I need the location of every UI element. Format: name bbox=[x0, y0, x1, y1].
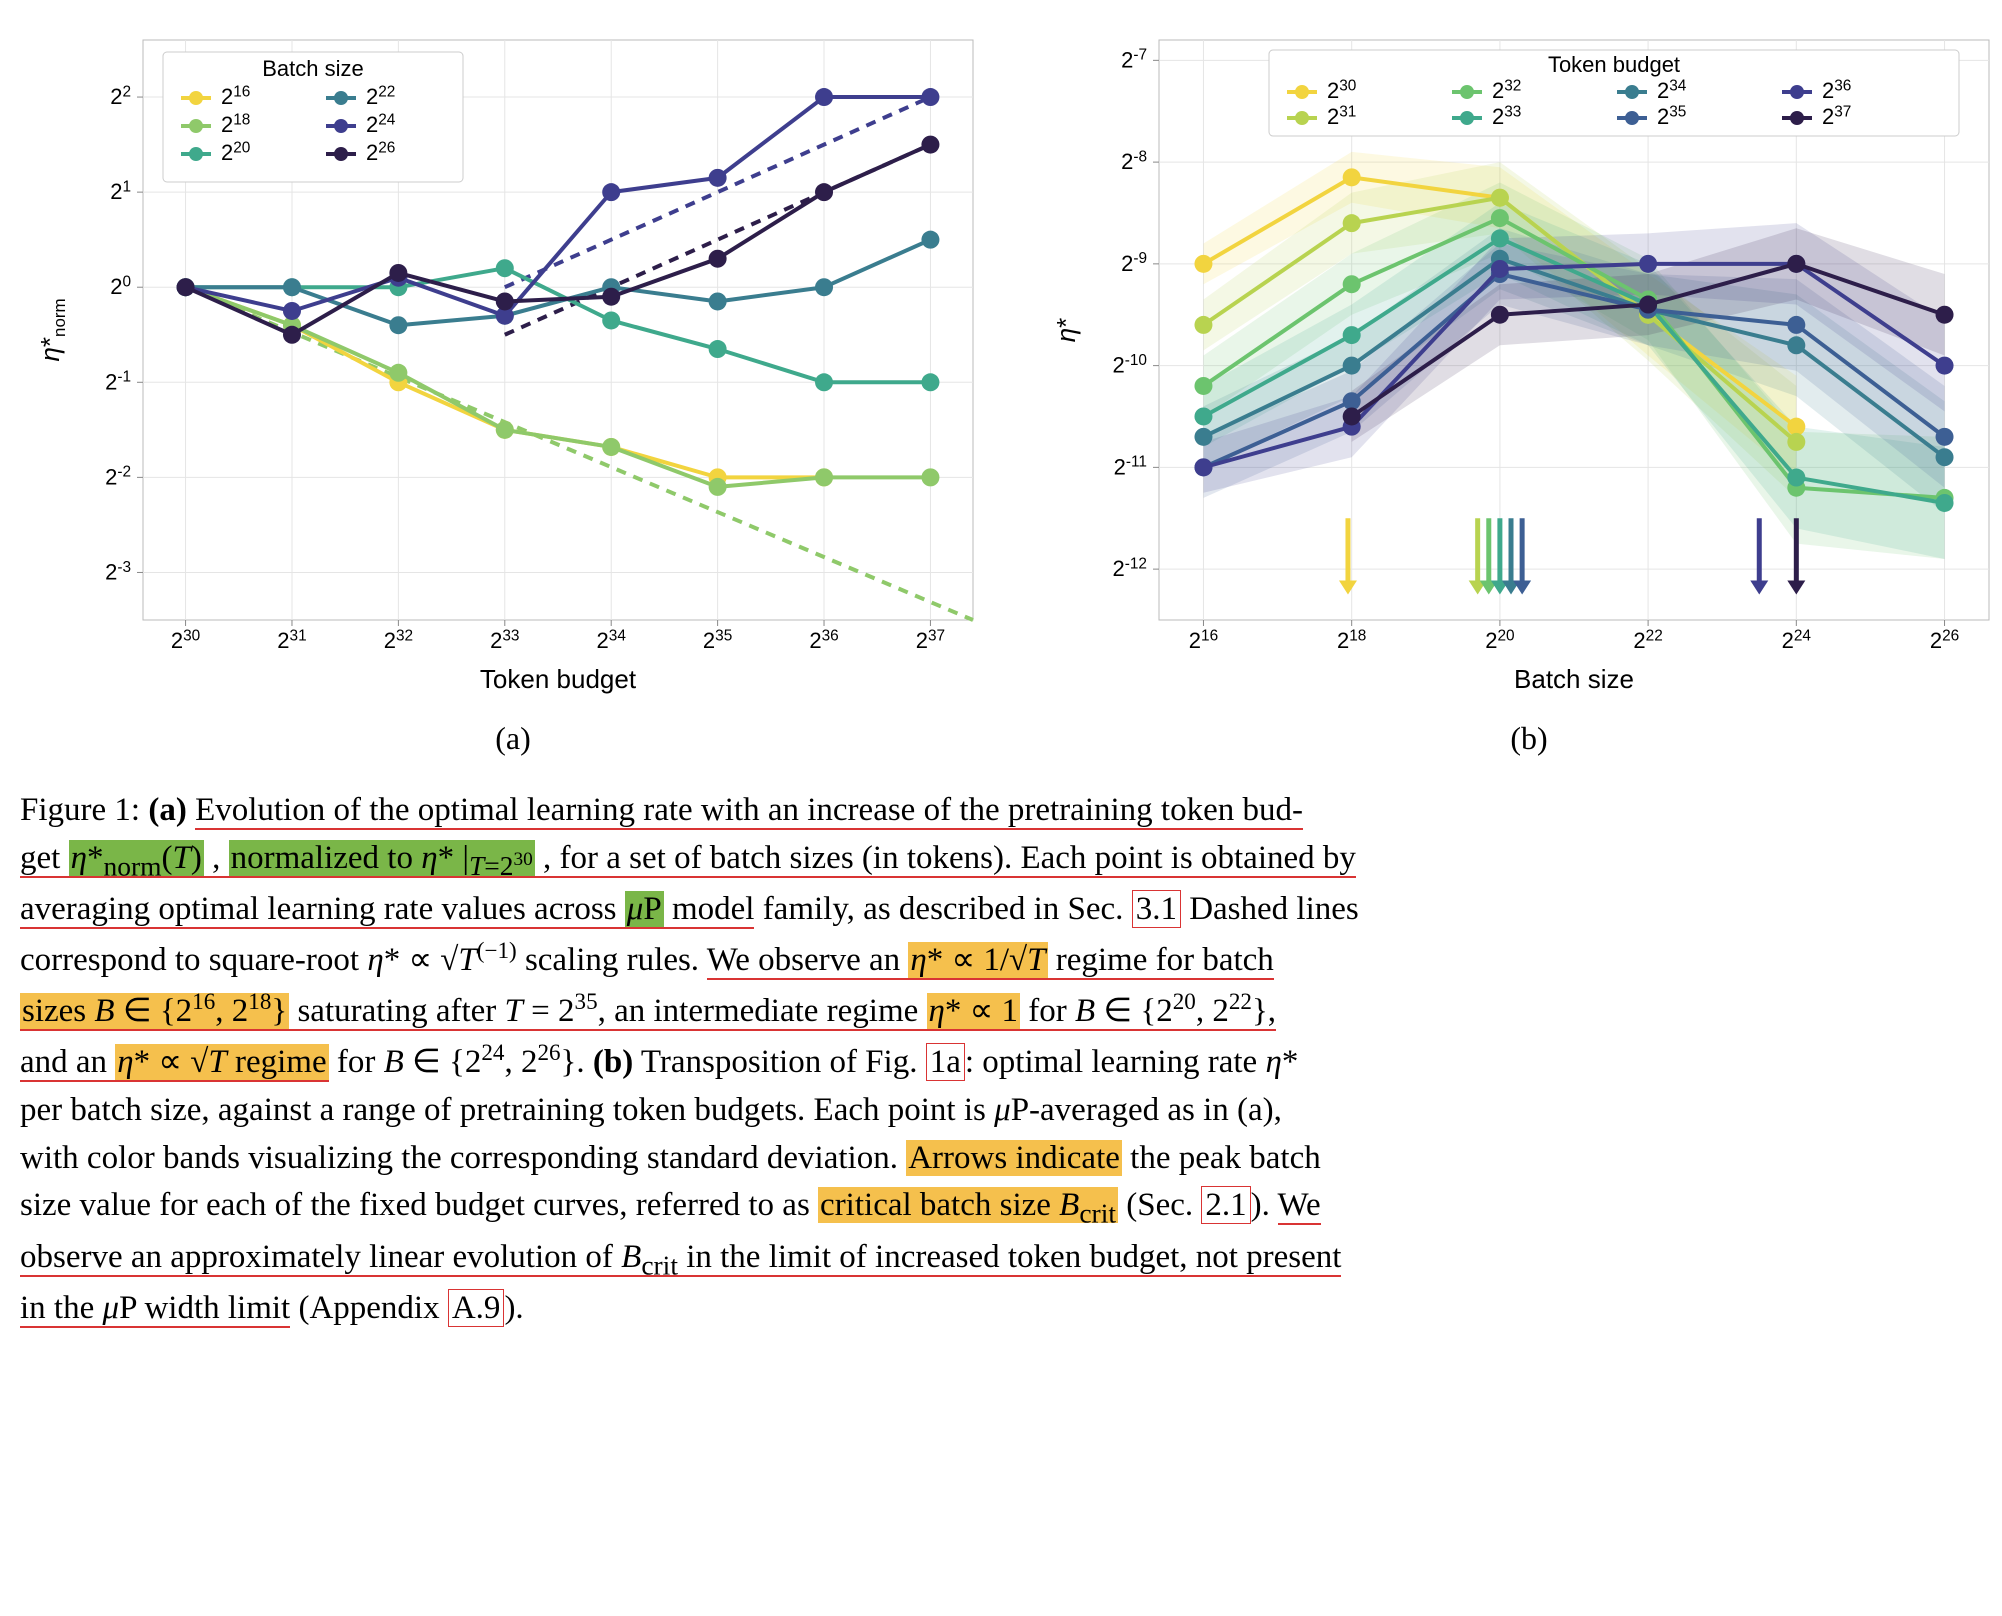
svg-text:2-9: 2-9 bbox=[1121, 250, 1147, 276]
svg-text:216: 216 bbox=[1189, 627, 1218, 653]
svg-text:236: 236 bbox=[809, 627, 838, 653]
caption-line6a: and an η* ∝ √T regime bbox=[20, 1044, 329, 1082]
svg-text:2-7: 2-7 bbox=[1121, 47, 1147, 73]
svg-text:231: 231 bbox=[277, 627, 306, 653]
caption-b-label: (b) bbox=[593, 1044, 633, 1080]
svg-text:Batch size: Batch size bbox=[1514, 664, 1634, 694]
svg-text:218: 218 bbox=[1337, 627, 1366, 653]
chart-a-sublabel: (a) bbox=[495, 720, 531, 757]
chart-a-wrap: 230 231 232 233 234 235 236 237 2-3 2-2 2-1 20 21 22 T… bbox=[20, 20, 1006, 757]
svg-text:Token budget: Token budget bbox=[1548, 52, 1680, 77]
svg-text:237: 237 bbox=[916, 627, 945, 653]
caption-line4b: We observe an η* ∝ 1/√T regime for batch bbox=[707, 942, 1274, 980]
svg-text:232: 232 bbox=[384, 627, 413, 653]
svg-text:2-2: 2-2 bbox=[105, 464, 131, 490]
svg-text:20: 20 bbox=[110, 274, 131, 300]
chart-b-sublabel: (b) bbox=[1510, 720, 1547, 757]
svg-text:2-12: 2-12 bbox=[1113, 555, 1148, 581]
caption-a-label: (a) bbox=[148, 792, 186, 828]
svg-text:235: 235 bbox=[703, 627, 732, 653]
caption-line10: observe an approximately linear evolutio… bbox=[20, 1239, 1341, 1277]
svg-text:2-10: 2-10 bbox=[1113, 352, 1148, 378]
caption-line11: in the μP width limit bbox=[20, 1290, 290, 1328]
svg-text:230: 230 bbox=[171, 627, 200, 653]
svg-text:234: 234 bbox=[597, 627, 627, 653]
ref-app-a9[interactable]: A.9 bbox=[448, 1289, 505, 1327]
svg-text:2-11: 2-11 bbox=[1114, 454, 1147, 480]
svg-text:2-1: 2-1 bbox=[105, 369, 131, 395]
hl-mup: μP bbox=[625, 891, 664, 927]
ref-sec31[interactable]: 3.1 bbox=[1132, 890, 1181, 928]
ref-fig1a[interactable]: 1a bbox=[926, 1043, 965, 1081]
ref-sec21[interactable]: 2.1 bbox=[1201, 1186, 1250, 1224]
svg-text:233: 233 bbox=[490, 627, 519, 653]
hl-bcrit: critical batch size Bcrit bbox=[818, 1187, 1118, 1223]
svg-text:Batch size: Batch size bbox=[262, 56, 364, 81]
hl-bs1618: sizes B ∈ {216, 218} bbox=[20, 993, 289, 1029]
hl-arrows: Arrows indicate bbox=[906, 1140, 1122, 1176]
hl-regime1: η* ∝ 1/√T bbox=[908, 942, 1047, 978]
svg-text:η*: η* bbox=[1051, 318, 1081, 343]
caption-line9b: We bbox=[1278, 1187, 1321, 1225]
svg-text:21: 21 bbox=[110, 178, 131, 204]
svg-text:224: 224 bbox=[1782, 627, 1812, 653]
hl-eta-norm: η*norm(T) bbox=[69, 840, 204, 876]
caption-figlabel: Figure 1: bbox=[20, 792, 140, 828]
caption-line5: sizes B ∈ {216, 218} saturating after T … bbox=[20, 993, 1276, 1031]
chart-b: 216 218 220 222 224 226 2-12 2-11 2-10 2-9 2-8 2-7 B… bbox=[1049, 20, 2002, 700]
svg-text:222: 222 bbox=[1633, 627, 1662, 653]
svg-text:2-8: 2-8 bbox=[1121, 148, 1147, 174]
caption-line2: get η*norm(T) , normalized to η* |T=230 … bbox=[20, 840, 1356, 878]
figure-container: 230 231 232 233 234 235 236 237 2-3 2-2 2-1 20 21 22 T… bbox=[20, 20, 2002, 1333]
chart-a: 230 231 232 233 234 235 236 237 2-3 2-2 2-1 20 21 22 T… bbox=[33, 20, 993, 700]
charts-row: 230 231 232 233 234 235 236 237 2-3 2-2 2-1 20 21 22 T… bbox=[20, 20, 2002, 757]
hl-regime3: η* ∝ √T regime bbox=[115, 1044, 328, 1080]
svg-text:22: 22 bbox=[110, 83, 131, 109]
figure-caption: Figure 1: (a) Evolution of the optimal l… bbox=[20, 787, 2002, 1333]
chart-b-wrap: 216 218 220 222 224 226 2-12 2-11 2-10 2-9 2-8 2-7 B… bbox=[1036, 20, 2002, 757]
hl-regime2: η* ∝ 1 bbox=[927, 993, 1020, 1029]
caption-line3: averaging optimal learning rate values a… bbox=[20, 891, 754, 929]
svg-text:226: 226 bbox=[1930, 627, 1959, 653]
svg-text:η*norm: η*norm bbox=[35, 298, 69, 361]
hl-normalized: normalized to η* |T=230 bbox=[229, 840, 535, 876]
svg-text:2-3: 2-3 bbox=[105, 559, 131, 585]
svg-text:Token budget: Token budget bbox=[480, 664, 637, 694]
caption-line1: Evolution of the optimal learning rate w… bbox=[195, 792, 1303, 830]
svg-text:220: 220 bbox=[1485, 627, 1514, 653]
